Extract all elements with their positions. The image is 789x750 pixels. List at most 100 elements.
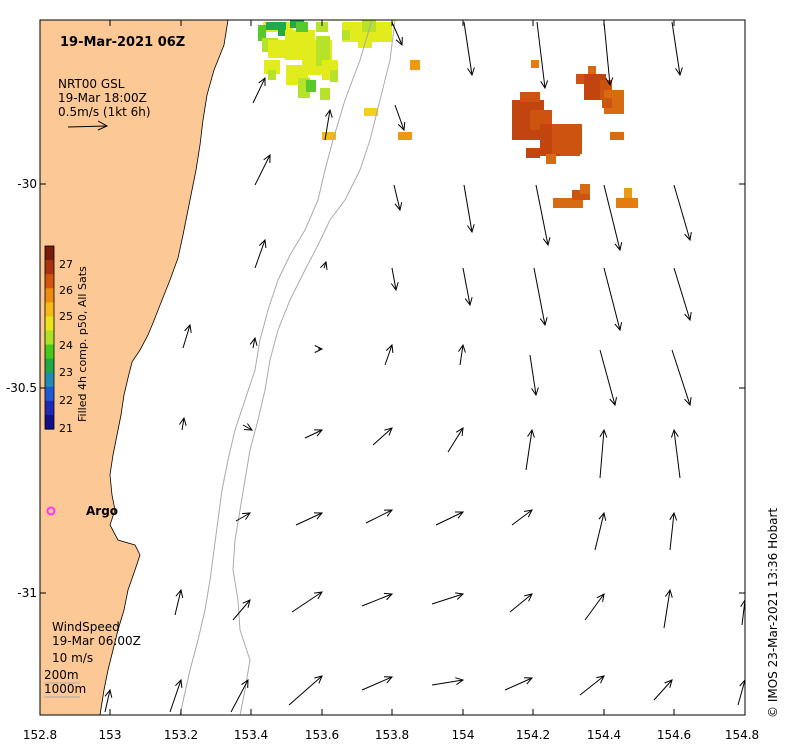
gsl-scale-arrow: [67, 120, 109, 131]
vector-arrow: [104, 688, 113, 713]
vector-arrow: [673, 267, 692, 322]
colorbar-swatch: [45, 372, 54, 388]
sst-pixel: [342, 30, 350, 40]
vector-arrow: [599, 349, 617, 407]
vector-arrow: [535, 184, 551, 247]
sst-pixel: [410, 60, 420, 70]
vector-arrow: [365, 509, 394, 524]
sst-pixel: [546, 154, 556, 164]
cbar-tick: 23: [59, 366, 73, 379]
isobath-200m: [179, 20, 373, 715]
gsl-legend-line3: 0.5m/s (1kt 6h): [58, 105, 151, 119]
sst-pixel: [624, 188, 632, 198]
cbar-tick: 27: [59, 258, 73, 271]
vector-arrow: [663, 588, 673, 629]
x-tick-label: 153.6: [305, 728, 339, 742]
vector-arrow: [599, 428, 608, 479]
credit-text: © IMOS 23-Mar-2021 13:36 Hobart: [766, 508, 780, 718]
vector-arrow: [178, 416, 187, 431]
colorbar-swatch: [45, 330, 54, 346]
colorbar-swatch: [45, 386, 54, 402]
vector-arrow: [463, 184, 475, 234]
colorbar-swatch: [45, 302, 54, 317]
sst-pixel: [572, 190, 590, 200]
sst-pixel: [610, 132, 624, 140]
vector-arrows: [104, 21, 745, 713]
vector-arrow: [594, 511, 607, 551]
sst-pixel: [320, 88, 330, 100]
sst-pixel: [560, 144, 580, 156]
colorbar-swatch: [45, 400, 54, 416]
vector-arrow: [603, 184, 623, 252]
vector-arrow: [361, 592, 394, 607]
vector-arrow: [182, 323, 192, 349]
x-tick-label: 152.8: [23, 728, 57, 742]
x-tick-label: 154.2: [516, 728, 550, 742]
vector-arrow: [320, 260, 328, 270]
vector-arrow: [673, 184, 692, 242]
vector-arrow: [304, 429, 324, 439]
y-tick-label: -31: [17, 586, 37, 600]
vector-arrow: [394, 104, 406, 132]
x-tick-label: 153.4: [234, 728, 268, 742]
vector-arrow: [462, 267, 473, 307]
vector-arrow: [504, 677, 534, 691]
vector-arrow: [529, 354, 539, 397]
sst-pixel: [580, 184, 590, 194]
vector-arrow: [242, 423, 254, 431]
vector-arrow: [384, 343, 394, 366]
sst-pixel: [364, 108, 378, 116]
sst-pixel: [268, 70, 276, 80]
vector-arrow: [458, 343, 466, 366]
vector-arrow: [737, 679, 745, 706]
sst-pixel: [553, 198, 583, 208]
vector-arrow: [579, 675, 605, 696]
vector-arrow: [291, 591, 323, 613]
colorbar-label: Filled 4h comp. p50, All Sats: [76, 266, 89, 422]
colorbar-swatch: [45, 260, 54, 275]
vector-arrow: [169, 678, 183, 713]
vector-arrow: [254, 153, 271, 186]
gsl-legend: NRT00 GSL 19-Mar 18:00Z 0.5m/s (1kt 6h): [58, 77, 151, 131]
sst-pixel: [266, 22, 278, 30]
colorbar-swatch: [45, 358, 54, 374]
depth-legend-1000: 1000m: [44, 682, 86, 696]
vector-arrow: [653, 679, 673, 701]
y-tick-label: -30: [17, 177, 37, 191]
isobath-1000m: [232, 20, 396, 715]
x-axis-labels: 152.8 153 153.2 153.4 153.6 153.8 154 15…: [23, 728, 759, 742]
sst-pixel: [316, 36, 330, 66]
vector-arrow: [435, 511, 465, 526]
colorbar: 27 26 25 24 23 22 21 Filled 4h comp. p50…: [44, 245, 89, 435]
vector-arrow: [671, 21, 683, 77]
colorbar-swatch: [45, 414, 54, 430]
x-tick-label: 154.6: [657, 728, 691, 742]
cbar-tick: 21: [59, 422, 73, 435]
cbar-tick: 25: [59, 310, 73, 323]
y-tick-label: -30.5: [6, 381, 37, 395]
cbar-tick: 24: [59, 339, 73, 352]
vector-arrow: [463, 21, 475, 77]
argo-marker[interactable]: [46, 506, 56, 516]
depth-legend: 200m 1000m: [44, 668, 86, 698]
sst-pixel: [322, 132, 336, 140]
sst-pixel: [330, 70, 338, 82]
vector-arrow: [324, 108, 333, 141]
vector-arrow: [249, 336, 258, 349]
vector-arrow: [431, 592, 465, 605]
vector-arrow: [533, 267, 548, 327]
vector-arrow: [235, 512, 251, 522]
sst-pixel: [362, 20, 376, 32]
cbar-tick: 22: [59, 394, 73, 407]
map-title: 19-Mar-2021 06Z: [60, 35, 185, 50]
sst-pixel: [316, 22, 328, 32]
vector-arrow: [252, 76, 266, 104]
vector-arrow: [603, 267, 623, 332]
sst-pixel: [398, 132, 412, 140]
wind-legend-line3: 10 m/s: [52, 651, 93, 665]
vector-arrow: [295, 512, 324, 526]
x-tick-label: 153.2: [164, 728, 198, 742]
vector-arrow: [393, 184, 403, 212]
vector-arrow: [314, 345, 324, 353]
